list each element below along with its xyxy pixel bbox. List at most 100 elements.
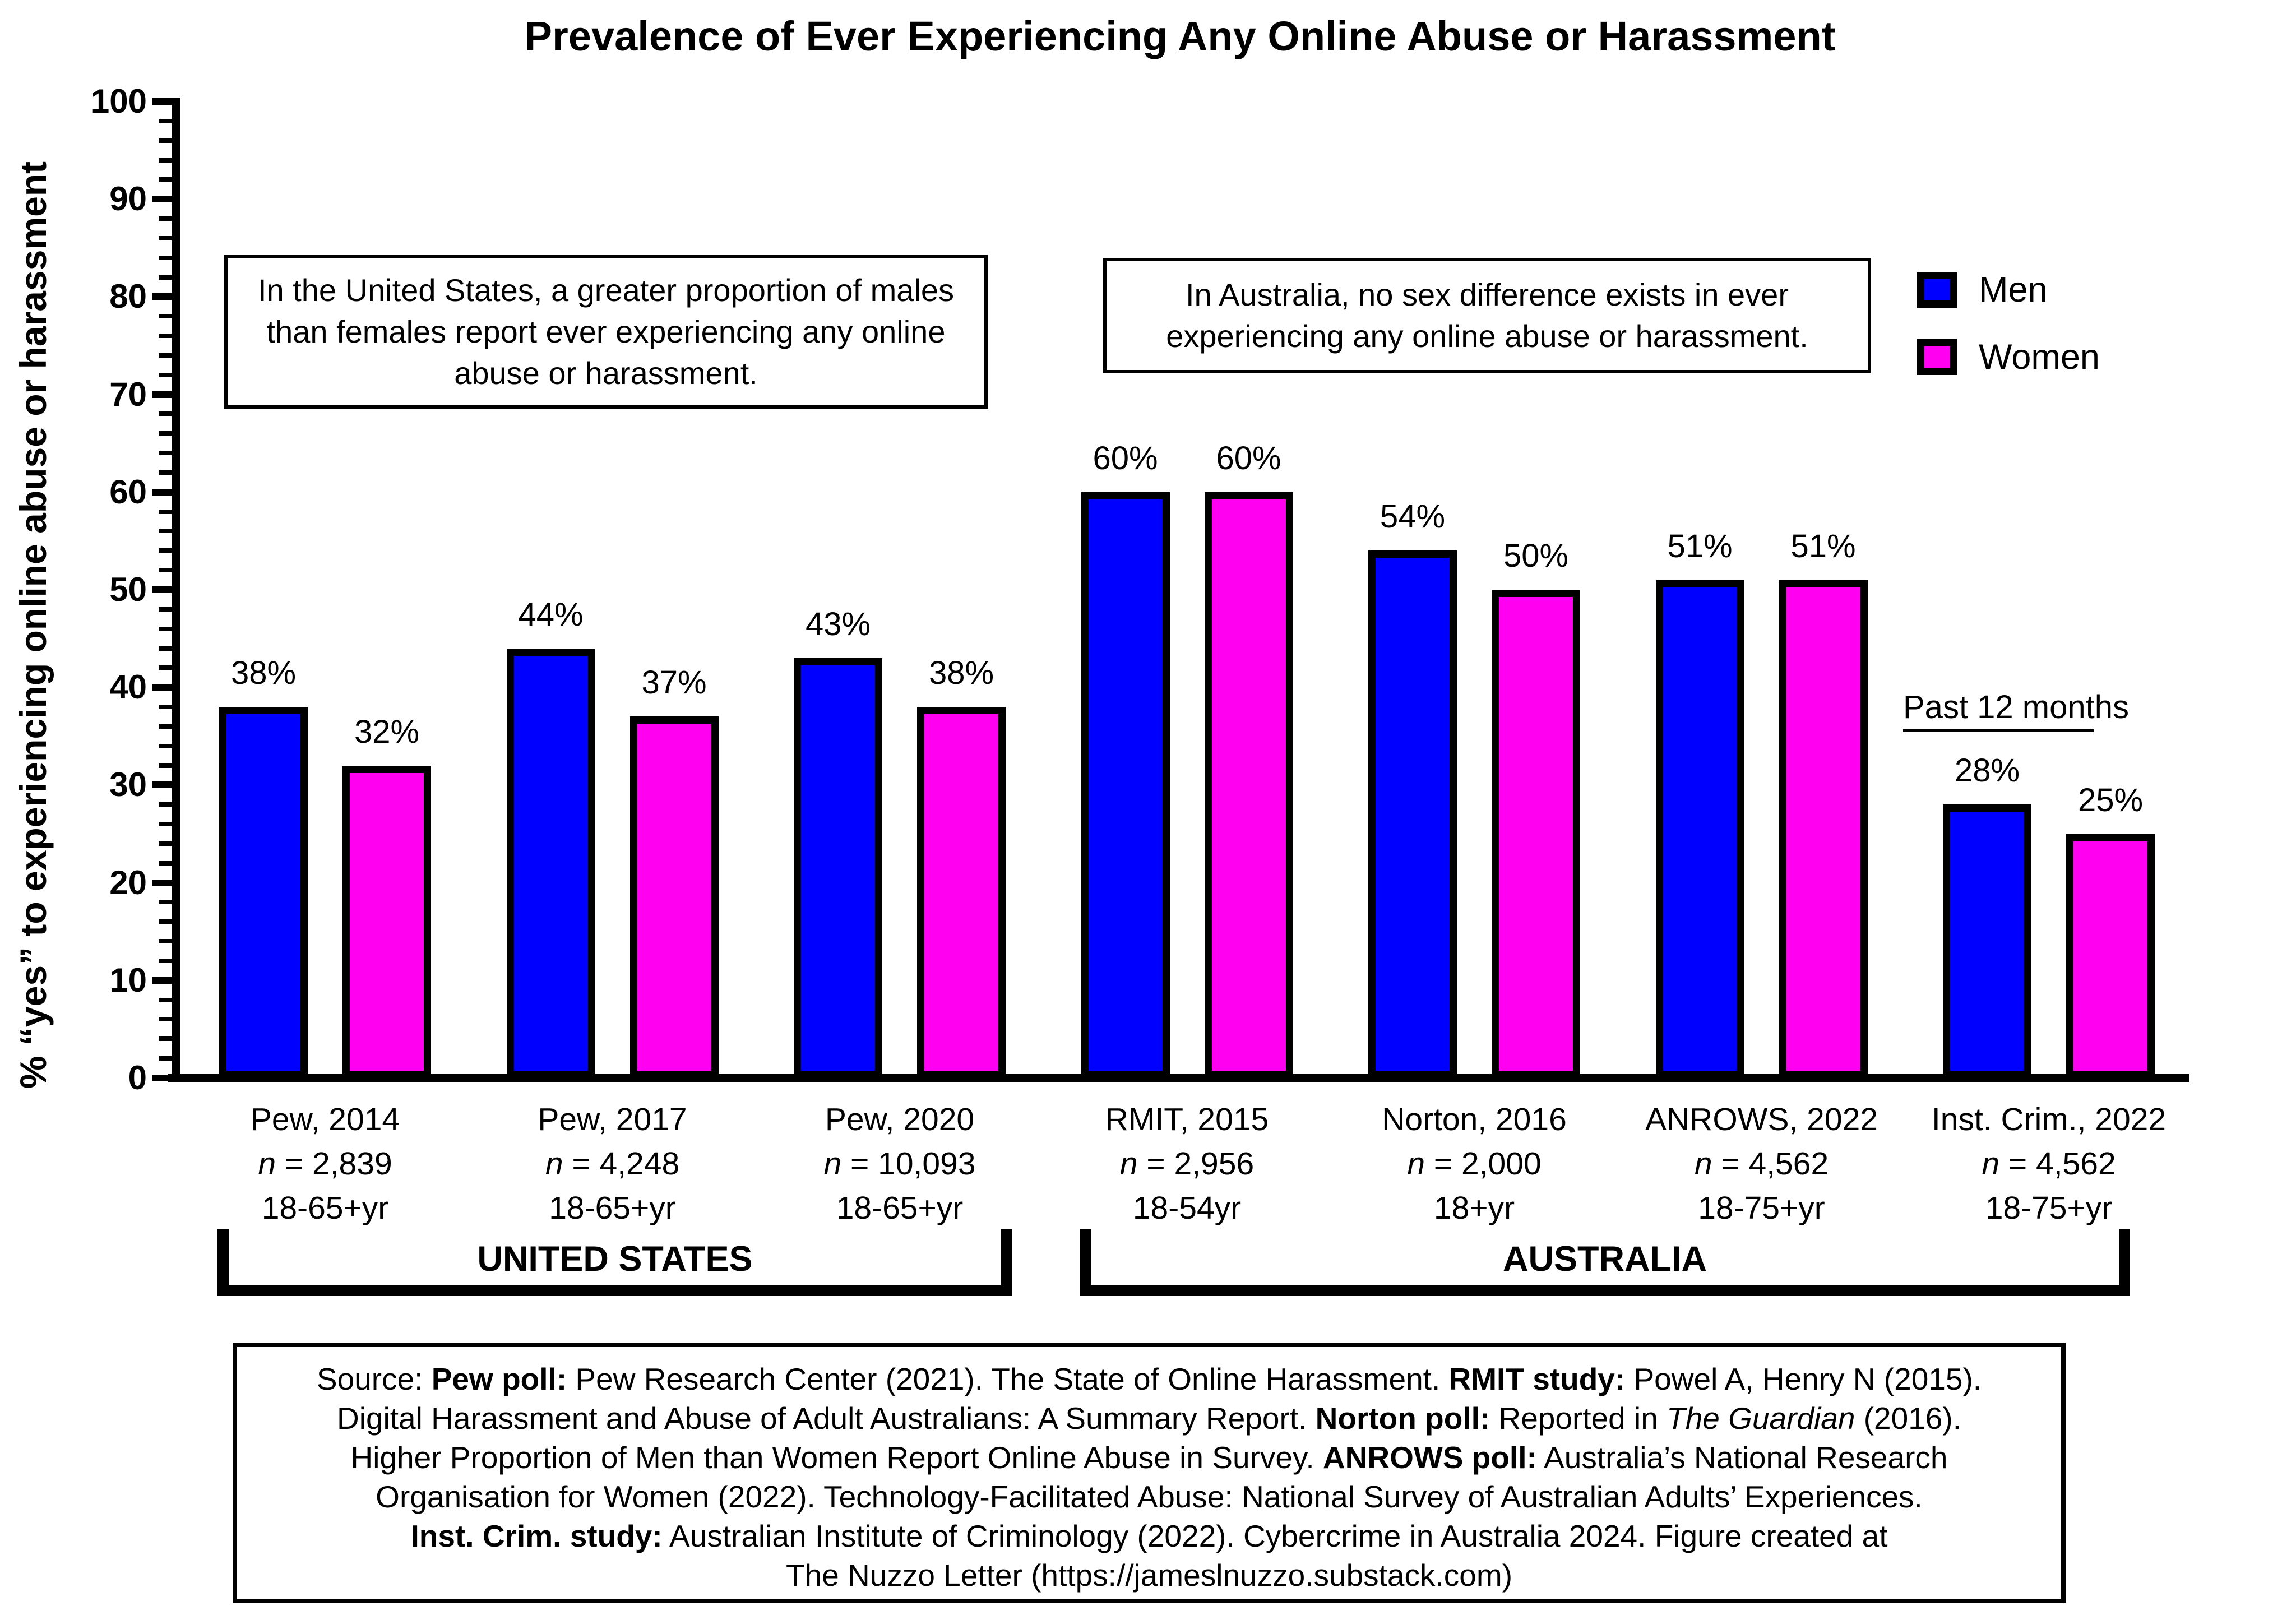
y-minor-tick (159, 763, 172, 768)
y-major-tick (152, 977, 172, 984)
y-major-tick (152, 1075, 172, 1081)
y-minor-tick (159, 665, 172, 670)
y-tick-label: 40 (109, 668, 147, 706)
bar-value-men-0: 38% (230, 655, 297, 692)
bar-women-6 (2066, 834, 2155, 1078)
study-name: Norton, 2016 (1382, 1102, 1567, 1137)
y-tick-label: 10 (109, 961, 147, 999)
y-minor-tick (159, 724, 172, 729)
y-minor-tick (159, 255, 172, 260)
y-tick-label: 70 (109, 375, 147, 413)
y-minor-tick (159, 314, 172, 319)
study-name: Pew, 2020 (825, 1102, 975, 1137)
bar-men-0 (219, 707, 308, 1078)
legend-item-women: Women (1917, 339, 2100, 375)
bar-women-2 (917, 707, 1006, 1078)
y-minor-tick (159, 860, 172, 866)
y-minor-tick (159, 743, 172, 748)
bar-value-women-1: 37% (641, 664, 707, 701)
y-major-tick (152, 781, 172, 789)
y-minor-tick (159, 451, 172, 456)
y-minor-tick (159, 997, 172, 1002)
study-name: Pew, 2017 (538, 1102, 687, 1137)
bracket-cap-0-1 (1001, 1229, 1012, 1296)
y-minor-tick (159, 158, 172, 163)
y-minor-tick (159, 334, 172, 339)
bar-men-2 (794, 658, 882, 1078)
bar-value-women-4: 50% (1503, 538, 1569, 574)
y-major-tick (152, 586, 172, 593)
source-line-5: The Nuzzo Letter (https://jameslnuzzo.su… (785, 1558, 1513, 1593)
sample-size: n = 4,562 (1694, 1146, 1829, 1182)
y-minor-tick (159, 646, 172, 651)
bar-value-men-5: 51% (1667, 527, 1733, 564)
y-major-tick (152, 391, 172, 398)
y-major-tick (152, 879, 172, 886)
bracket-bar-1 (1080, 1285, 2130, 1296)
group-label-2: Pew, 2020 n = 10,093 18-65+yr (726, 1098, 1073, 1230)
bracket-cap-0-0 (217, 1229, 229, 1296)
past-12-months-annotation: Past 12 months (1903, 688, 2129, 732)
y-major-tick (152, 488, 172, 496)
age-range: 18-75+yr (1985, 1190, 2113, 1226)
group-label-3: RMIT, 2015 n = 2,956 18-54yr (1013, 1098, 1361, 1230)
bar-value-women-6: 25% (2077, 781, 2144, 818)
y-minor-tick (159, 431, 172, 436)
sample-size: n = 4,248 (545, 1146, 680, 1182)
y-minor-tick (159, 216, 172, 221)
sample-size: n = 2,839 (258, 1146, 392, 1182)
age-range: 18-65+yr (549, 1190, 676, 1226)
source-line-1: Digital Harassment and Abuse of Adult Au… (337, 1401, 1961, 1436)
bar-men-1 (506, 648, 595, 1078)
bar-value-men-4: 54% (1380, 498, 1446, 535)
y-axis-line (172, 98, 180, 1082)
y-major-tick (152, 684, 172, 691)
sample-size: n = 2,000 (1407, 1146, 1542, 1182)
source-line-4: Inst. Crim. study: Australian Institute … (410, 1519, 1888, 1553)
bracket-bar-0 (217, 1285, 1012, 1296)
x-axis-line (168, 1074, 2189, 1082)
group-label-0: Pew, 2014 n = 2,839 18-65+yr (151, 1098, 499, 1230)
y-minor-tick (159, 705, 172, 710)
y-minor-tick (159, 841, 172, 846)
y-major-tick (152, 196, 172, 203)
group-label-1: Pew, 2017 n = 4,248 18-65+yr (439, 1098, 786, 1230)
y-minor-tick (159, 958, 172, 963)
y-tick-label: 100 (90, 82, 147, 120)
aus-annotation-box: In Australia, no sex difference exists i… (1103, 258, 1871, 373)
y-major-tick (152, 293, 172, 300)
y-minor-tick (159, 470, 172, 475)
source-box: Source: Pew poll: Pew Research Center (2… (233, 1343, 2066, 1603)
bracket-cap-1-1 (2119, 1229, 2130, 1296)
study-name: Pew, 2014 (250, 1102, 400, 1137)
y-minor-tick (159, 177, 172, 182)
y-minor-tick (159, 509, 172, 514)
bar-value-men-2: 43% (805, 605, 871, 642)
bar-women-5 (1779, 580, 1868, 1078)
bar-men-5 (1655, 580, 1744, 1078)
y-minor-tick (159, 275, 172, 280)
y-minor-tick (159, 607, 172, 612)
legend-item-men: Men (1917, 272, 2048, 308)
y-minor-tick (159, 118, 172, 123)
bar-value-women-5: 51% (1790, 527, 1856, 564)
bar-men-6 (1943, 804, 2031, 1078)
y-minor-tick (159, 548, 172, 553)
age-range: 18-75+yr (1698, 1190, 1825, 1226)
y-minor-tick (159, 138, 172, 143)
y-minor-tick (159, 1017, 172, 1022)
bar-value-women-0: 32% (354, 713, 420, 750)
y-minor-tick (159, 1056, 172, 1061)
age-range: 18+yr (1433, 1190, 1515, 1226)
bracket-cap-1-0 (1080, 1229, 1091, 1296)
y-tick-label: 0 (128, 1059, 147, 1096)
us-annotation-text: In the United States, a greater proporti… (257, 272, 955, 391)
source-line-0: Source: Pew poll: Pew Research Center (2… (316, 1362, 1982, 1396)
region-label-0: UNITED STATES (477, 1239, 753, 1279)
y-tick-label: 20 (109, 863, 147, 901)
age-range: 18-65+yr (836, 1190, 964, 1226)
study-name: ANROWS, 2022 (1645, 1102, 1878, 1137)
chart-title: Prevalence of Ever Experiencing Any Onli… (524, 13, 1836, 59)
bar-value-men-6: 28% (1954, 752, 2020, 789)
